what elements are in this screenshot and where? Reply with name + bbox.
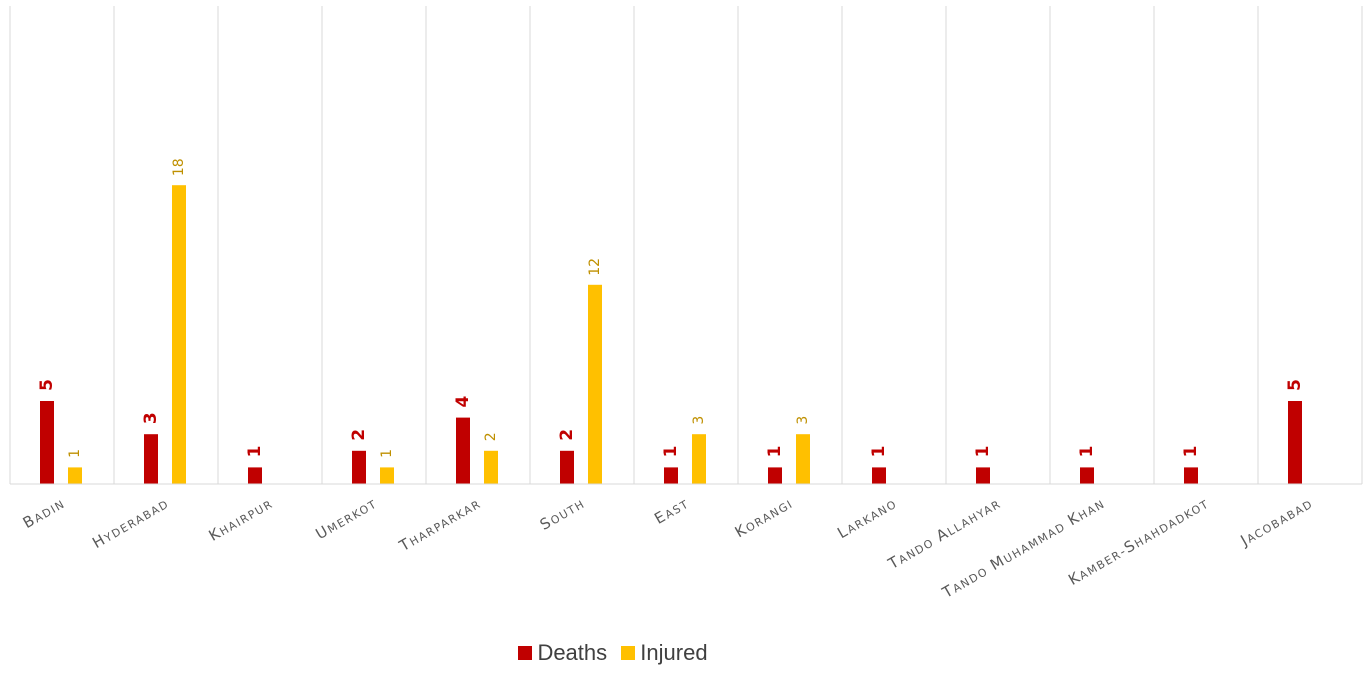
x-tick-label-umerkot: UMERKOT — [312, 494, 380, 543]
data-label-injured-badin: 1 — [67, 449, 83, 458]
data-label-injured-east: 3 — [691, 416, 707, 425]
data-label-injured-south: 12 — [587, 258, 603, 276]
bar-deaths-korangi — [768, 467, 782, 484]
data-label-deaths-badin: 5 — [37, 379, 57, 391]
x-tick-label-jacobabad: JACOBABAD — [1237, 494, 1316, 550]
x-tick-label-khairpur: KHAIRPUR — [206, 494, 276, 545]
bar-injured-umerkot — [380, 467, 394, 484]
x-tick-label-east: EAST — [651, 494, 692, 528]
data-label-injured-tharparkar: 2 — [483, 432, 499, 441]
gridlines — [9, 6, 1363, 484]
bar-deaths-tando-allahyar — [976, 467, 990, 484]
bar-deaths-larkano — [872, 467, 886, 484]
data-label-deaths-south: 2 — [557, 429, 577, 441]
legend-label-injured: Injured — [640, 640, 708, 665]
x-tick-label-hyderabad: HYDERABAD — [89, 494, 172, 552]
bars — [40, 185, 1302, 484]
data-label-injured-korangi: 3 — [795, 416, 811, 425]
bar-injured-south — [588, 284, 602, 484]
data-label-deaths-tharparkar: 4 — [453, 396, 473, 408]
legend-swatch-deaths — [518, 646, 533, 660]
legend-item-injured: Injured — [621, 640, 708, 666]
bar-deaths-badin — [40, 401, 54, 484]
data-label-deaths-larkano: 1 — [869, 445, 889, 457]
data-label-deaths-tando-allahyar: 1 — [973, 445, 993, 457]
bar-deaths-umerkot — [352, 450, 366, 484]
legend-label-deaths: Deaths — [537, 640, 608, 665]
data-label-deaths-kamber-shahdadkot: 1 — [1181, 445, 1201, 457]
x-tick-label-korangi: KORANGI — [732, 494, 796, 541]
data-label-deaths-east: 1 — [661, 445, 681, 457]
bar-deaths-khairpur — [248, 467, 262, 484]
data-label-deaths-jacobabad: 5 — [1285, 379, 1305, 391]
x-axis-labels: BADIN HYDERABAD KHAIRPUR UMERKOT THARPARKAR S… — [20, 494, 1316, 602]
bar-deaths-hyderabad — [144, 434, 158, 484]
bar-deaths-jacobabad — [1288, 401, 1302, 484]
data-label-injured-hyderabad: 18 — [171, 158, 187, 176]
x-tick-label-badin: BADIN — [20, 494, 68, 532]
data-label-deaths-hyderabad: 3 — [141, 412, 161, 424]
bar-injured-hyderabad — [172, 185, 186, 484]
bar-deaths-tharparkar — [456, 417, 470, 484]
x-tick-label-south: SOUTH — [537, 494, 588, 534]
legend-swatch-injured — [621, 646, 636, 660]
x-tick-label-tharparkar: THARPARKAR — [395, 494, 484, 556]
bar-injured-badin — [68, 467, 82, 484]
data-label-injured-umerkot: 1 — [379, 449, 395, 458]
bar-deaths-south — [560, 450, 574, 484]
data-label-deaths-khairpur: 1 — [245, 445, 265, 457]
data-label-deaths-tando-muhammad-khan: 1 — [1077, 445, 1097, 457]
bar-injured-east — [692, 434, 706, 484]
bar-deaths-east — [664, 467, 678, 484]
bar-injured-tharparkar — [484, 450, 498, 484]
data-label-deaths-korangi: 1 — [765, 445, 785, 457]
bar-injured-korangi — [796, 434, 810, 484]
legend: Deaths Injured — [0, 640, 1226, 666]
data-label-deaths-umerkot: 2 — [349, 429, 369, 441]
bar-deaths-tando-muhammad-khan — [1080, 467, 1094, 484]
x-tick-label-tando-muhammad-khan: TANDO MUHAMMAD KHAN — [938, 494, 1108, 602]
x-tick-label-larkano: LARKANO — [834, 494, 900, 542]
legend-item-deaths: Deaths — [518, 640, 607, 666]
bar-deaths-kamber-shahdadkot — [1184, 467, 1198, 484]
